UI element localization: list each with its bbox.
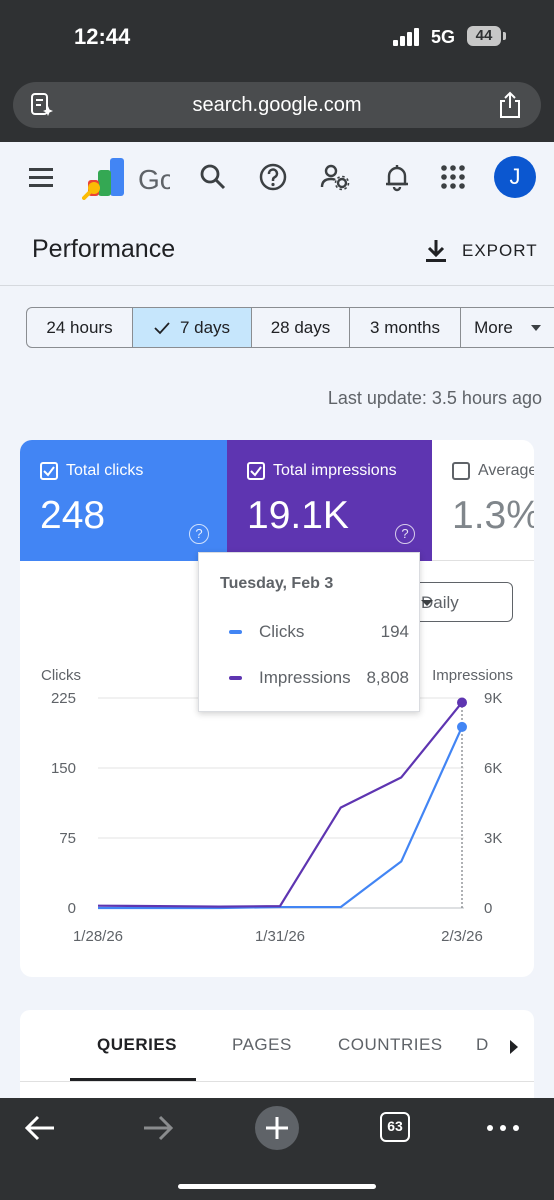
forward-arrow-icon[interactable] [142,1112,174,1144]
avatar[interactable]: J [494,156,536,198]
tab-pages[interactable]: PAGES [232,1035,292,1054]
more-options-icon[interactable] [487,1125,519,1131]
y-axis-label-right: Impressions [432,667,513,684]
series-line-impressions [97,701,463,908]
metric-label: Total clicks [66,462,144,479]
date-range-selector: 24 hours 7 days 28 days 3 months More [26,307,554,348]
performance-card: Total clicks 248 ? Total impressions 19.… [20,440,534,977]
range-24-hours[interactable]: 24 hours [26,307,133,348]
range-28-days[interactable]: 28 days [252,307,350,348]
tooltip-date: Tuesday, Feb 3 [220,575,334,592]
legend-swatch [229,676,242,680]
app-header: Google Search Console J [0,142,554,218]
data-point-impressions [457,697,467,708]
y-tick-label-left: 225 [51,690,76,707]
download-icon [426,240,446,262]
address-bar[interactable]: search.google.com [13,82,541,128]
user-settings-icon[interactable] [320,162,350,192]
tab-countries[interactable]: COUNTRIES [338,1035,443,1054]
chart-tooltip: Tuesday, Feb 3 Clicks 194 Impressions 8,… [198,552,420,712]
metric-label: Total impressions [273,462,397,479]
browser-toolbar: search.google.com [0,72,554,142]
performance-bar: Performance EXPORT [0,218,554,286]
active-tab-indicator [70,1078,196,1081]
checkbox-checked-icon[interactable] [247,462,265,480]
status-bar: 12:44 5G 44 [0,0,554,72]
y-tick-label-right: 3K [484,830,502,847]
report-tabs: QUERIES PAGES COUNTRIES DEVICES [20,1010,534,1100]
page-title: Performance [32,235,176,263]
plus-icon [266,1117,288,1139]
chevron-right-icon[interactable] [510,1040,518,1054]
chevron-down-icon [530,324,541,331]
series-line-clicks [98,726,464,910]
metric-total-impressions[interactable]: Total impressions 19.1K ? [227,440,432,561]
x-tick-label: 2/3/26 [441,928,483,945]
status-time: 12:44 [74,24,131,49]
page-tools-icon[interactable] [29,92,55,118]
metric-value: 19.1K [247,494,349,537]
tab-devices[interactable]: DEVICES [476,1035,488,1054]
search-console-logo[interactable] [82,158,126,200]
notifications-icon[interactable] [382,162,412,192]
tab-queries[interactable]: QUERIES [97,1035,178,1054]
metric-label: Average CTR [478,462,534,479]
y-tick-label-left: 0 [68,900,76,917]
x-tick-label: 1/31/26 [255,928,305,945]
tab-switcher-button[interactable]: 63 [380,1112,410,1142]
new-tab-button[interactable] [255,1106,299,1150]
back-arrow-icon[interactable] [24,1112,56,1144]
url-text[interactable]: search.google.com [192,94,362,116]
y-tick-label-right: 9K [484,690,502,707]
home-indicator [178,1184,376,1189]
checkbox-checked-icon[interactable] [40,462,58,480]
check-icon [154,321,170,334]
export-button[interactable]: EXPORT [424,236,538,266]
y-tick-label-left: 150 [51,760,76,777]
x-tick-label: 1/28/26 [73,928,123,945]
export-label: EXPORT [462,241,538,260]
browser-bottom-bar: 63 [0,1098,554,1200]
y-axis-label-left: Clicks [41,667,81,684]
share-icon[interactable] [497,91,523,119]
legend-swatch [229,630,242,634]
search-icon[interactable] [198,162,228,192]
checkbox-unchecked-icon[interactable] [452,462,470,480]
y-tick-label-left: 75 [59,830,76,847]
network-label: 5G [431,27,456,47]
y-tick-label-right: 0 [484,900,492,917]
battery-icon: 44 [467,26,506,46]
range-7-days[interactable]: 7 days [133,307,252,348]
help-icon[interactable]: ? [395,524,415,544]
tooltip-row-impressions: Impressions 8,808 [229,667,409,689]
range-3-months[interactable]: 3 months [350,307,461,348]
metric-average-ctr[interactable]: Average CTR 1.3% [432,440,534,561]
y-tick-label-right: 6K [484,760,502,777]
apps-grid-icon[interactable] [438,162,468,192]
metric-value: 248 [40,494,106,537]
menu-icon[interactable] [29,168,53,187]
logo-text: Google Search Console [138,164,170,195]
metric-total-clicks[interactable]: Total clicks 248 ? [20,440,227,561]
data-point-clicks [457,721,467,732]
metric-value: 1.3% [452,494,534,537]
tooltip-row-clicks: Clicks 194 [229,621,409,643]
signal-icon [393,28,419,46]
help-icon[interactable]: ? [189,524,209,544]
help-icon[interactable] [258,162,288,192]
chevron-down-icon [421,600,433,606]
last-update-text: Last update: 3.5 hours ago [327,388,542,408]
range-more[interactable]: More [461,307,554,348]
